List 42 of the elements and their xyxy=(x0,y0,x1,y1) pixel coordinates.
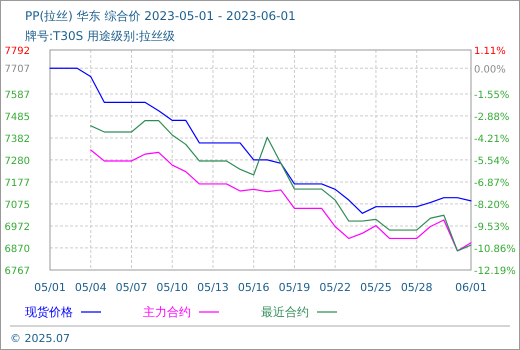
y2-tick-label: -9.53% xyxy=(474,222,510,233)
line-series xyxy=(90,149,472,252)
legend-label: 现货价格 xyxy=(25,305,73,319)
y-tick-label: 7177 xyxy=(4,178,30,189)
x-tick-label: 05/13 xyxy=(197,281,229,294)
x-tick-label: 05/19 xyxy=(278,281,310,294)
legend-label: 主力合约 xyxy=(143,305,191,319)
x-tick-label: 05/22 xyxy=(319,281,352,294)
y-tick-label: 7792 xyxy=(4,46,30,57)
y-tick-label: 7707 xyxy=(4,64,30,76)
y-tick-label: 7485 xyxy=(4,112,30,123)
y2-tick-label: -12.19% xyxy=(474,266,516,277)
x-tick-label: 05/10 xyxy=(156,281,188,294)
y2-tick-label: -5.54% xyxy=(474,156,510,167)
y-tick-label: 6870 xyxy=(4,244,30,255)
line-series xyxy=(90,120,472,252)
y-tick-label: 7075 xyxy=(4,200,30,211)
text: © 2025.07 xyxy=(10,332,70,345)
x-tick-label: 05/28 xyxy=(400,281,433,294)
y2-tick-label: -10.86% xyxy=(474,244,516,255)
y2-tick-label: -8.20% xyxy=(474,200,510,211)
y-tick-label: 6972 xyxy=(4,222,30,233)
y2-tick-label: -2.88% xyxy=(474,112,510,123)
y-tick-label: 6767 xyxy=(4,266,30,277)
chart-subtitle: 牌号:T30S 用途级别:拉丝级 xyxy=(25,29,176,43)
y2-tick-label: 0.00% xyxy=(474,64,506,76)
x-tick-label: 06/01 xyxy=(455,281,487,294)
x-tick-label: 05/16 xyxy=(238,281,270,294)
y-tick-label: 7280 xyxy=(4,156,30,167)
x-tick-label: 05/07 xyxy=(116,281,148,294)
y2-tick-label: -4.21% xyxy=(474,134,510,145)
chart-title: PP(拉丝) 华东 综合价 2023-05-01 - 2023-06-01 xyxy=(25,9,296,23)
x-tick-label: 05/25 xyxy=(360,281,392,294)
y2-tick-label: -6.87% xyxy=(474,178,510,189)
line-series xyxy=(49,68,472,214)
y2-tick-label: -1.55% xyxy=(474,90,510,101)
x-tick-label: 05/04 xyxy=(74,281,107,294)
y2-tick-label: 1.11% xyxy=(474,46,506,57)
legend-label: 最近合约 xyxy=(261,305,309,319)
y-tick-label: 7382 xyxy=(4,134,30,145)
y-tick-label: 7587 xyxy=(4,90,30,101)
x-tick-label: 05/01 xyxy=(34,281,66,294)
